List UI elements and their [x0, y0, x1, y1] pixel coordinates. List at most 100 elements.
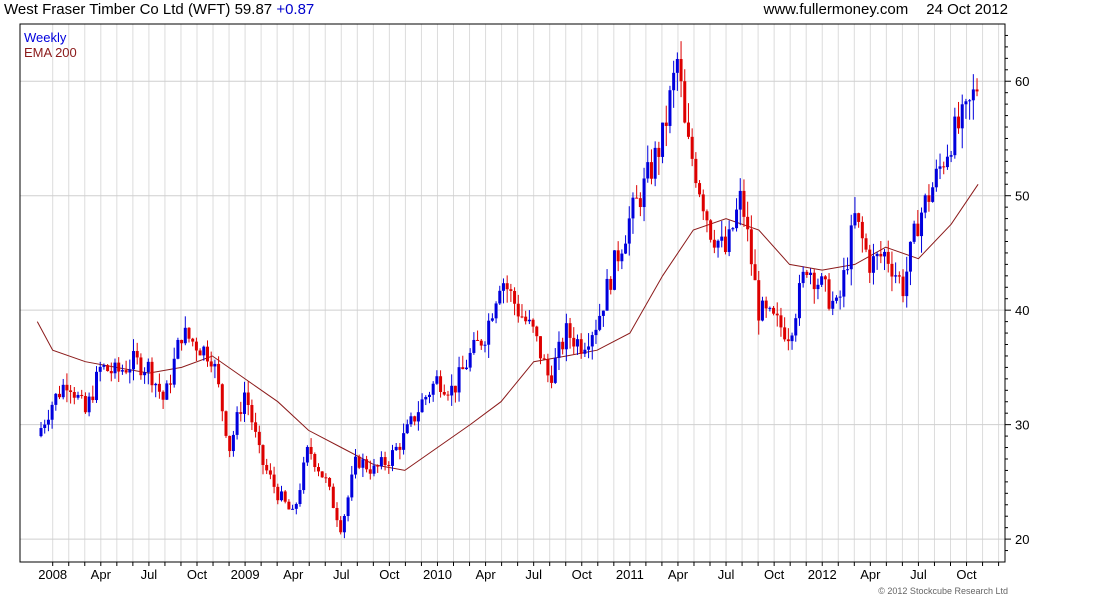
candle-body [320, 471, 324, 478]
candle-body [402, 433, 406, 450]
candle-body [535, 326, 539, 337]
candle-body [476, 339, 480, 341]
candle-body [276, 486, 280, 501]
candle-body [187, 327, 191, 339]
candle-body [420, 399, 424, 413]
candle-body [927, 195, 931, 202]
candle-body [905, 271, 909, 297]
candle-body [350, 474, 354, 498]
candle-body [313, 453, 317, 468]
candle-body [727, 229, 731, 253]
candle-body [694, 158, 698, 184]
candle-body [871, 256, 875, 273]
candle-body [150, 361, 154, 386]
candle-body [783, 327, 787, 340]
candle-body [805, 271, 809, 275]
candle-body [513, 290, 517, 304]
candle-body [879, 253, 883, 257]
ema-line [36, 184, 979, 471]
candle-body [128, 369, 132, 373]
candle-body [91, 396, 95, 401]
candle-body [553, 357, 557, 383]
candle-body [54, 393, 58, 405]
candle-body [668, 90, 672, 126]
candle-body [638, 198, 642, 208]
candle-body [87, 396, 91, 413]
candle-body [953, 116, 957, 156]
candle-body [361, 459, 365, 468]
candle-body [616, 250, 620, 262]
site-link[interactable]: www.fullermoney.com [763, 1, 909, 18]
candle-body [202, 346, 206, 356]
candle-body [627, 218, 631, 244]
candle-body [294, 503, 298, 509]
candle-body [409, 416, 413, 425]
candle-body [823, 276, 827, 280]
candle-body [346, 497, 350, 516]
candle-body [772, 307, 776, 314]
candle-body [106, 365, 110, 372]
candle-body [368, 469, 372, 474]
candle-body [165, 383, 169, 400]
candle-body [442, 391, 446, 395]
y-tick-label: 40 [1015, 303, 1029, 318]
candle-body [169, 383, 173, 385]
candle-body [971, 89, 975, 101]
candle-body [191, 338, 195, 342]
candle-body [631, 197, 635, 219]
candle-body [572, 337, 576, 347]
candle-body [809, 272, 813, 275]
candle-body [538, 336, 542, 359]
candle-body [646, 162, 650, 179]
x-tick-label: Oct [956, 567, 977, 582]
candle-body [753, 264, 757, 281]
candle-body [365, 459, 369, 470]
candle-body [209, 361, 213, 367]
candle-body [250, 405, 254, 423]
x-tick-label: Oct [572, 567, 593, 582]
candle-body [842, 270, 846, 297]
candle-body [957, 116, 961, 129]
candle-body [228, 435, 232, 452]
candle-body [945, 156, 949, 168]
chart-grid [20, 24, 1005, 562]
candle-body [468, 352, 472, 368]
candle-body [509, 289, 513, 291]
candle-body [790, 335, 794, 342]
candle-body [550, 375, 554, 383]
y-tick-label: 30 [1015, 418, 1029, 433]
legend-weekly: Weekly [24, 30, 67, 45]
candle-body [424, 397, 428, 400]
candle-body [812, 272, 816, 290]
candle-body [524, 316, 528, 322]
candle-body [217, 363, 221, 385]
candle-body [601, 310, 605, 316]
candle-body [83, 396, 87, 413]
candle-body [897, 275, 901, 277]
candle-body [642, 178, 646, 208]
candle-body [224, 411, 228, 436]
candle-body [180, 339, 184, 344]
candle-body [942, 166, 946, 168]
candle-body [816, 284, 820, 290]
x-tick-label: Apr [668, 567, 689, 582]
y-tick-label: 60 [1015, 74, 1029, 89]
candle-body [661, 122, 665, 157]
candle-body [698, 183, 702, 195]
candle-body [672, 72, 676, 91]
candle-body [398, 446, 402, 450]
candle-body [490, 318, 494, 321]
candle-body [968, 100, 972, 102]
x-tick-label: 2008 [38, 567, 67, 582]
candle-body [494, 303, 498, 319]
chart-axes [19, 23, 1011, 566]
candle-body [857, 213, 861, 222]
candle-body [80, 394, 84, 397]
candle-body [353, 456, 357, 475]
candle-body [883, 251, 887, 257]
candle-body [938, 166, 942, 169]
candle-body [768, 307, 772, 309]
candle-body [779, 315, 783, 328]
candle-body [413, 416, 417, 422]
candle-body [583, 349, 587, 354]
